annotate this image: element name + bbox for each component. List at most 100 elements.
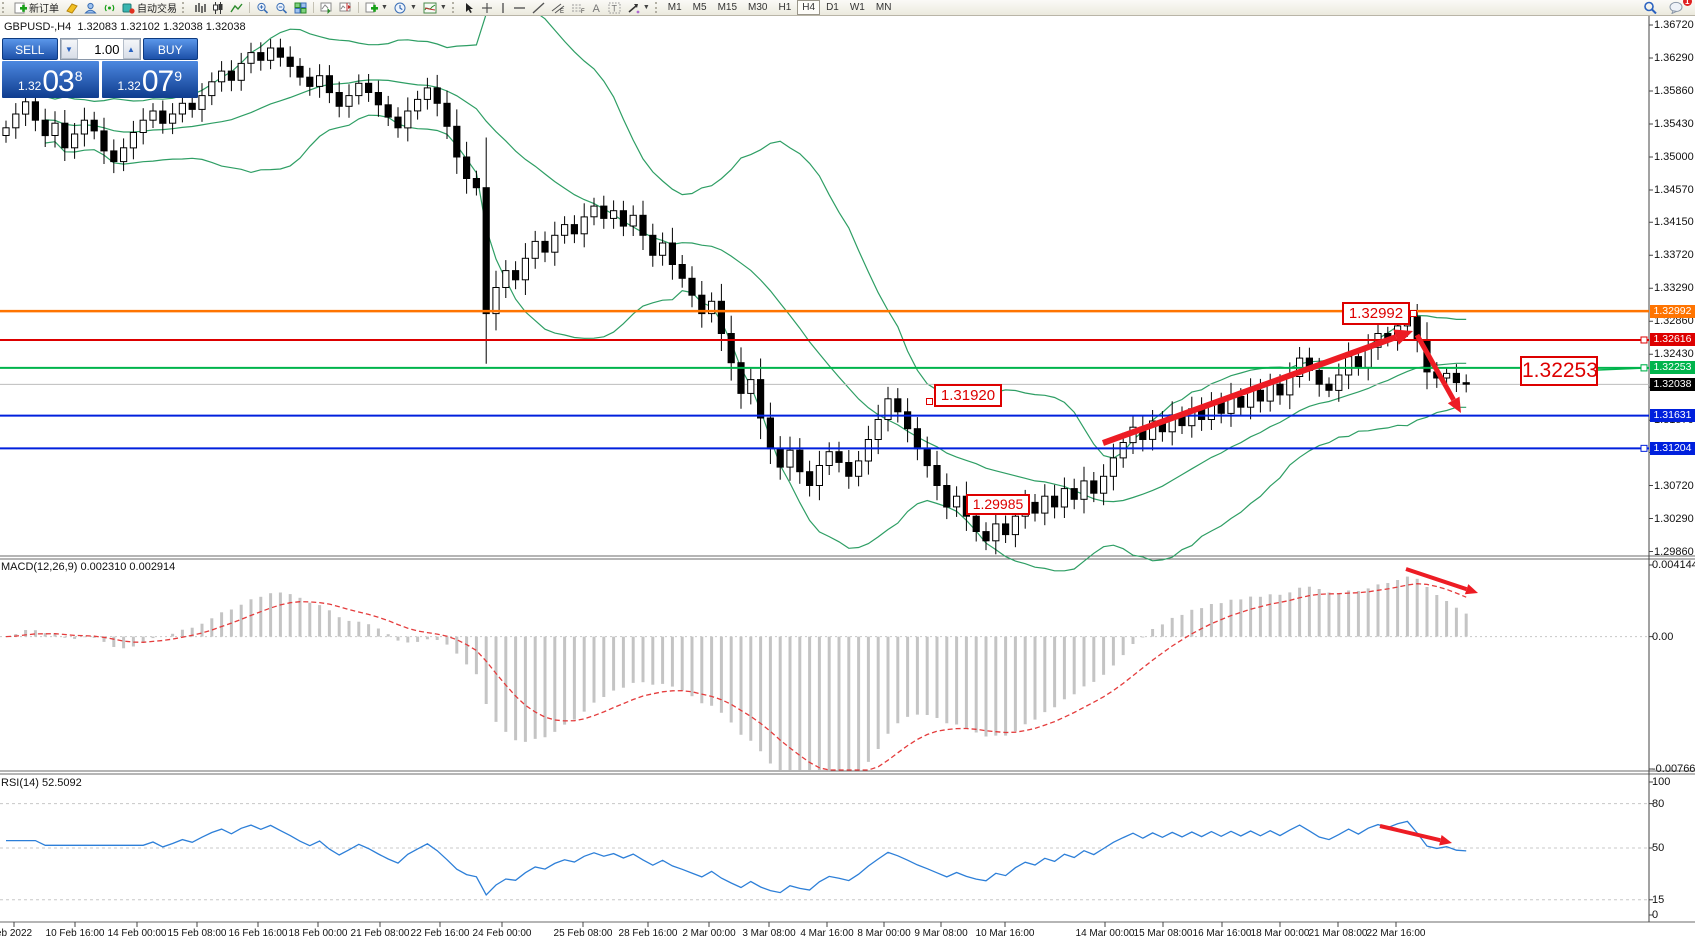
volume-decrease-button[interactable]: ▼ <box>60 39 78 59</box>
line-chart-icon <box>230 3 243 12</box>
bar-chart-mode-button[interactable] <box>191 1 209 15</box>
tf-d1[interactable]: D1 <box>826 2 839 13</box>
horizontal-line-tool-button[interactable] <box>510 1 529 15</box>
bar-chart-icon <box>195 2 206 13</box>
time-axis-label: 18 Mar 00:00 <box>1250 928 1310 939</box>
indicators-button[interactable]: ▼ <box>362 1 391 15</box>
buy-price-panel[interactable]: 1.32 07 9 <box>101 61 198 98</box>
toolbar-grip[interactable] <box>451 2 459 13</box>
signal-button[interactable] <box>100 1 119 15</box>
rsi-indicator-label: RSI(14) 52.5092 <box>1 777 82 789</box>
cursor-tool-button[interactable] <box>461 1 478 15</box>
volume-increase-button[interactable]: ▲ <box>122 39 140 59</box>
price-tick-label: 1.33720 <box>1654 249 1694 262</box>
candlestick-mode-button[interactable] <box>209 1 227 15</box>
macd-histogram <box>14 576 1468 770</box>
zoom-in-button[interactable] <box>253 1 272 15</box>
rsi-arrow-down[interactable] <box>1379 824 1452 846</box>
notifications-button[interactable]: 1 <box>1666 0 1692 15</box>
time-axis-label: 9 Mar 08:00 <box>914 928 968 939</box>
price-tick-label: 1.32860 <box>1654 315 1694 328</box>
time-axis-label: 15 Mar 08:00 <box>1133 928 1193 939</box>
svg-text:F: F <box>581 9 585 14</box>
fibonacci-icon: F <box>571 4 585 14</box>
vertical-line-tool-button[interactable] <box>496 1 510 15</box>
tile-windows-button[interactable] <box>291 1 310 15</box>
one-click-trading-panel: SELL ▼ ▲ BUY 1.32 03 8 1.32 07 9 <box>2 38 198 98</box>
tf-m1[interactable]: M1 <box>667 2 682 13</box>
text-label-tool-button[interactable]: T <box>605 1 624 15</box>
chart-shift-button[interactable] <box>336 1 355 15</box>
candles <box>2 38 1470 555</box>
tf-h4[interactable]: H4 <box>797 0 821 15</box>
line-chart-mode-button[interactable] <box>227 1 246 15</box>
rsi-axis-label: 80 <box>1652 797 1665 810</box>
tf-m15[interactable]: M15 <box>717 2 738 13</box>
buy-price-pip: 9 <box>174 68 183 84</box>
price-line-label: 1.32253 <box>1650 361 1695 375</box>
search-button[interactable] <box>1640 1 1660 15</box>
new-order-button[interactable]: 新订单 <box>11 1 62 15</box>
time-axis-label: 10 Feb 16:00 <box>45 928 105 939</box>
annotation-box[interactable]: 1.29985 <box>966 494 1030 515</box>
volume-input[interactable] <box>77 39 123 59</box>
tf-m5[interactable]: M5 <box>692 2 707 13</box>
chart-title: GBPUSD-,H4 1.32083 1.32102 1.32038 1.320… <box>4 21 246 33</box>
trend-arrow-up[interactable] <box>1101 329 1413 446</box>
price-line-label: 1.31631 <box>1650 409 1695 423</box>
profile-icon <box>84 2 97 13</box>
toolbar-grip[interactable] <box>2 2 9 13</box>
annotation-box[interactable]: 1.32253 <box>1520 356 1598 386</box>
sell-button[interactable]: SELL <box>2 38 58 60</box>
arrows-tool-button[interactable]: ▼ <box>624 1 653 15</box>
tf-w1[interactable]: W1 <box>849 2 865 13</box>
time-axis-label: 16 Feb 16:00 <box>228 928 288 939</box>
trendline-tool-button[interactable] <box>529 1 548 15</box>
vertical-line-icon <box>502 2 504 13</box>
auto-scroll-button[interactable] <box>317 1 336 15</box>
text-a-icon: A <box>592 3 600 14</box>
zoom-out-button[interactable] <box>272 1 291 15</box>
crosshair-icon <box>481 2 492 13</box>
macd-arrow-down[interactable] <box>1405 567 1478 595</box>
annotation-box[interactable]: 1.32992 <box>1342 302 1410 325</box>
time-axis-label: 2 Mar 00:00 <box>682 928 736 939</box>
macd-axis-label: 0.004144 <box>1652 559 1695 571</box>
tf-m30[interactable]: M30 <box>748 2 768 13</box>
favorites-button[interactable] <box>62 1 81 15</box>
cursor-icon <box>465 2 473 13</box>
new-order-label: 新订单 <box>29 4 59 15</box>
rsi-axis-label: 15 <box>1652 893 1665 906</box>
trendline-icon <box>532 1 545 14</box>
clock-icon <box>394 2 406 13</box>
toolbar-grip[interactable] <box>182 2 189 13</box>
equidistant-channel-tool-button[interactable]: E <box>548 1 568 15</box>
sell-price-panel[interactable]: 1.32 03 8 <box>2 61 99 98</box>
bid-price-label: 1.32038 <box>1650 377 1695 391</box>
text-tool-button[interactable]: A <box>588 1 605 15</box>
trend-arrow-down[interactable] <box>1414 333 1461 413</box>
time-axis-label: 18 Feb 00:00 <box>288 928 348 939</box>
templates-button[interactable]: ▼ <box>420 1 450 15</box>
annotation-box[interactable]: 1.31920 <box>934 384 1002 407</box>
fibonacci-tool-button[interactable]: F <box>568 1 588 15</box>
auto-trading-button[interactable]: 自动交易 <box>119 1 180 15</box>
time-axis-label: 4 Mar 16:00 <box>800 928 854 939</box>
tf-mn[interactable]: MN <box>875 2 892 13</box>
periods-button[interactable]: ▼ <box>391 1 420 15</box>
price-line-label: 1.32992 <box>1650 304 1695 318</box>
arrow-object-icon <box>628 3 640 13</box>
crosshair-tool-button[interactable] <box>478 1 496 15</box>
horizontal-line-icon <box>513 6 525 9</box>
line-anchor-square <box>1640 364 1648 372</box>
toolbar-grip[interactable] <box>654 2 662 13</box>
profile-button[interactable] <box>81 1 100 15</box>
tf-h1[interactable]: H1 <box>778 2 792 13</box>
buy-button[interactable]: BUY <box>142 38 198 60</box>
line-anchor-square <box>1640 336 1648 344</box>
chart-shift-icon <box>339 2 351 11</box>
timeframe-bar: M1 M5 M15 M30 H1 H4 D1 W1 MN <box>664 0 896 15</box>
macd-axis-label: 0.00 <box>1652 630 1674 643</box>
price-tick-label: 1.33290 <box>1654 282 1694 295</box>
